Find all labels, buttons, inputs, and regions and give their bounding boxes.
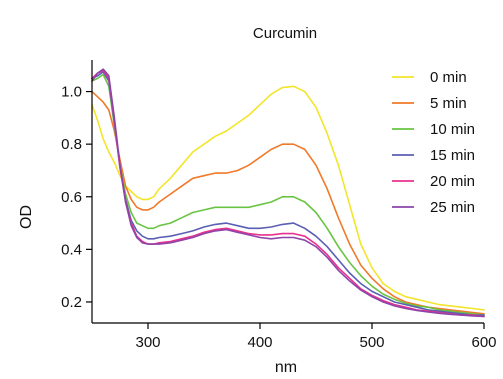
legend-label: 5 min	[430, 95, 467, 112]
x-tick-label: 500	[359, 334, 384, 351]
x-tick-label: 600	[471, 334, 496, 351]
legend-label: 15 min	[430, 147, 475, 164]
series-line-10-min	[91, 73, 485, 316]
legend-label: 0 min	[430, 69, 467, 86]
legend-label: 20 min	[430, 173, 475, 190]
y-tick-label: 0.6	[61, 189, 82, 206]
legend-label: 25 min	[430, 199, 475, 216]
y-axis-label: OD	[18, 205, 35, 229]
plot-area: 300 400 500 600 0.2 0.4 0.6 0.8 1.0	[61, 60, 497, 351]
chart-title: Curcumin	[253, 25, 317, 42]
series-line-0-min	[91, 85, 485, 311]
series-layer	[91, 68, 485, 318]
series-line-5-min	[91, 90, 485, 315]
series-line-15-min	[91, 71, 485, 316]
y-tick-label: 0.4	[61, 241, 82, 258]
y-tick-label: 0.8	[61, 136, 82, 153]
legend-label: 10 min	[430, 121, 475, 138]
x-axis-ticks: 300 400 500 600	[135, 323, 497, 351]
series-line-20-min	[91, 69, 485, 318]
x-axis-label: nm	[275, 359, 297, 376]
series-line-25-min	[91, 68, 485, 318]
x-tick-label: 400	[247, 334, 272, 351]
y-tick-label: 1.0	[61, 84, 82, 101]
x-tick-label: 300	[135, 334, 160, 351]
y-tick-label: 0.2	[61, 294, 82, 311]
legend: 0 min 5 min 10 min 15 min 20 min 25 min	[392, 69, 475, 216]
y-axis-ticks: 0.2 0.4 0.6 0.8 1.0	[61, 84, 92, 311]
